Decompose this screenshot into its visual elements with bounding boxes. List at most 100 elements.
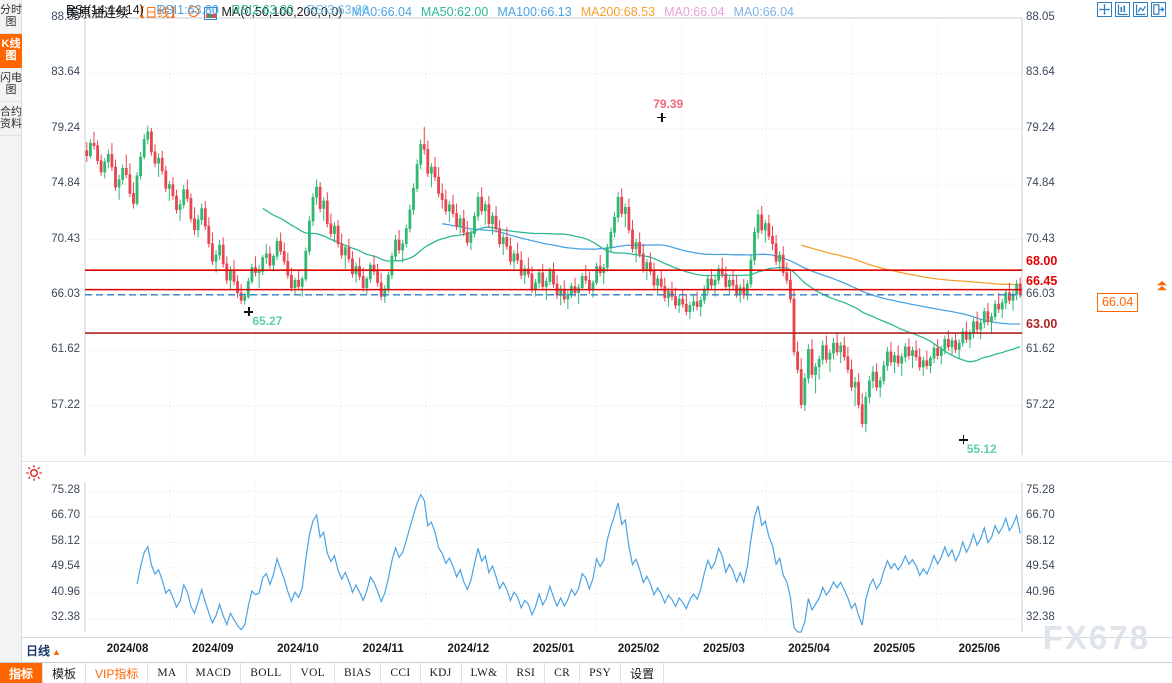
sidebar-item-lightning[interactable]: 闪电图 bbox=[0, 68, 22, 102]
toolbar-item-macd[interactable]: MACD bbox=[187, 663, 242, 683]
toolbar-item-rsi[interactable]: RSI bbox=[507, 663, 546, 683]
crosshair-move-icon[interactable] bbox=[1097, 2, 1112, 17]
toolbar-item-vip[interactable]: VIP指标 bbox=[86, 663, 149, 683]
rsi-axis-tick-right: 32.38 bbox=[1026, 610, 1055, 623]
rsi-axis-tick-right: 66.70 bbox=[1026, 509, 1055, 522]
toolbar-item-bias[interactable]: BIAS bbox=[335, 663, 382, 683]
price-arrow-icon bbox=[1157, 280, 1167, 290]
toolbar-item-kdj[interactable]: KDJ bbox=[421, 663, 462, 683]
toolbar-item-vol[interactable]: VOL bbox=[291, 663, 336, 683]
sidebar-item-label: K线图 bbox=[1, 38, 21, 62]
sidebar-item-label: 分时图 bbox=[0, 4, 22, 28]
x-axis-tick: 2025/05 bbox=[873, 643, 915, 655]
toolbar-item-cr[interactable]: CR bbox=[545, 663, 581, 683]
toolbar-spacer bbox=[664, 663, 1172, 683]
price-axis-tick-right: 83.64 bbox=[1026, 66, 1055, 79]
rsi1-value: RSI1:63.80 bbox=[156, 3, 219, 17]
price-line-label: 63.00 bbox=[1026, 317, 1058, 332]
x-axis-tick: 2024/11 bbox=[362, 643, 404, 655]
sidebar-item-label: 闪电图 bbox=[0, 72, 22, 96]
rsi-axis-tick-left: 32.38 bbox=[51, 610, 80, 623]
sidebar-item-contract-info[interactable]: 合约资料 bbox=[0, 102, 22, 136]
toolbar-item-lw[interactable]: LW& bbox=[462, 663, 508, 683]
price-axis-tick-left: 83.64 bbox=[51, 66, 80, 79]
period-label: 【日线】 bbox=[132, 6, 183, 20]
rsi-axis-tick-left: 75.28 bbox=[51, 483, 80, 496]
x-axis-tick: 2025/02 bbox=[617, 643, 660, 655]
toolbar-item-boll[interactable]: BOLL bbox=[241, 663, 292, 683]
price-axis-tick-left: 66.03 bbox=[51, 287, 80, 300]
rsi-axis-tick-left: 49.54 bbox=[51, 560, 80, 573]
chart-export-icon[interactable] bbox=[1151, 2, 1166, 17]
rsi-chart-canvas bbox=[84, 482, 1023, 633]
toolbar-item-cn14[interactable]: 设置 bbox=[621, 663, 665, 683]
chart-fit-icon[interactable] bbox=[1133, 2, 1148, 17]
price-axis-tick-right: 57.22 bbox=[1026, 398, 1055, 411]
annotation-label: 55.12 bbox=[966, 442, 997, 457]
x-axis-tick: 2025/06 bbox=[958, 643, 1001, 655]
x-axis-tick: 2025/03 bbox=[703, 643, 745, 655]
toolbar-item-cci[interactable]: CCI bbox=[381, 663, 421, 683]
x-axis-tick: 2024/10 bbox=[277, 643, 319, 655]
price-chart-panel[interactable] bbox=[22, 0, 1172, 460]
annotation-marker bbox=[244, 307, 254, 317]
toolbar-item-cn0[interactable]: 指标 bbox=[0, 663, 44, 683]
annotation-marker bbox=[657, 112, 667, 122]
ma0-value: MA0:66.04 bbox=[351, 4, 412, 19]
indicator-toolbar: 指标 模板 VIP指标 MA MACD BOLL VOL BIAS CCI KDJ LW& RSI CR… bbox=[0, 662, 1172, 683]
rsi-formula: RSI(14,14,14) bbox=[66, 3, 144, 17]
price-line-label: 68.00 bbox=[1026, 254, 1058, 269]
rsi-axis-tick-right: 40.96 bbox=[1026, 585, 1055, 598]
price-axis-tick-right: 66.03 bbox=[1026, 287, 1055, 300]
chart-scale-icon[interactable] bbox=[1115, 2, 1130, 17]
indicator-icon[interactable] bbox=[203, 7, 217, 20]
price-axis-tick-left: 74.84 bbox=[51, 177, 80, 190]
x-axis-tick: 2025/04 bbox=[788, 643, 830, 655]
rsi2-value: RSI2:63.80 bbox=[231, 3, 294, 17]
chart-toolbar bbox=[1097, 2, 1166, 17]
price-axis-tick-left: 88.05 bbox=[51, 11, 80, 23]
rsi-axis-tick-left: 66.70 bbox=[51, 509, 80, 522]
period-selector[interactable]: 日线 ▲ bbox=[26, 644, 61, 658]
x-axis-tick: 2024/09 bbox=[191, 643, 234, 655]
rsi-axis-tick-left: 58.12 bbox=[51, 534, 80, 547]
price-axis-tick-left: 61.62 bbox=[51, 343, 80, 356]
minus-circle-icon[interactable] bbox=[187, 6, 199, 17]
price-axis-tick-right: 74.84 bbox=[1026, 177, 1055, 190]
price-axis-tick-right: 61.62 bbox=[1026, 343, 1055, 356]
x-axis-tick: 2024/08 bbox=[106, 643, 149, 655]
ma100-value: MA100:66.13 bbox=[497, 4, 572, 19]
price-axis-tick-left: 70.43 bbox=[51, 232, 80, 245]
price-axis-tick-left: 57.22 bbox=[51, 398, 80, 411]
ma200-value: MA200:68.53 bbox=[580, 4, 656, 19]
rsi3-value: RSI3:63.80 bbox=[306, 3, 369, 17]
price-line-label: 66.45 bbox=[1026, 273, 1058, 288]
symbol-name: 美原油连续 bbox=[66, 6, 129, 20]
rsi-axis-tick-left: 40.96 bbox=[51, 585, 80, 598]
ma50-value: MA50:62.00 bbox=[420, 4, 489, 19]
ma-extra1-value: MA0:66.04 bbox=[664, 4, 725, 19]
price-chart-canvas bbox=[84, 17, 1023, 455]
rsi-legend: RSI(14,14,14) RSI1:63.80 RSI2:63.80 RSI3… bbox=[66, 3, 369, 17]
price-axis-tick-right: 88.05 bbox=[1026, 11, 1055, 23]
x-axis: 日线 ▲ bbox=[22, 637, 1172, 661]
x-axis-tick: 2025/01 bbox=[532, 643, 575, 655]
rsi-axis-tick-right: 75.28 bbox=[1026, 483, 1055, 496]
price-axis-tick-right: 70.43 bbox=[1026, 232, 1055, 245]
chart-legend: 美原油连续 【日线】 MA(0,50,100,200,0,0) MA0:66.0… bbox=[66, 2, 794, 21]
current-price-badge[interactable]: 66.04 bbox=[1097, 292, 1139, 312]
annotation-label: 65.27 bbox=[252, 314, 283, 329]
toolbar-item-ma[interactable]: MA bbox=[148, 663, 187, 683]
settings-sun-icon[interactable] bbox=[25, 464, 43, 482]
rsi-chart-panel[interactable] bbox=[22, 461, 1172, 637]
watermark: FX678 bbox=[1042, 619, 1150, 656]
toolbar-item-psy[interactable]: PSY bbox=[580, 663, 622, 683]
sidebar-item-kline[interactable]: K线图 bbox=[0, 34, 22, 68]
toolbar-item-cn1[interactable]: 模板 bbox=[43, 663, 87, 683]
sidebar-item-time-share[interactable]: 分时图 bbox=[0, 0, 22, 34]
price-axis-tick-right: 79.24 bbox=[1026, 121, 1055, 134]
annotation-label: 79.39 bbox=[653, 96, 684, 111]
rsi-axis-tick-right: 58.12 bbox=[1026, 534, 1055, 547]
sidebar-item-label: 合约资料 bbox=[0, 106, 22, 130]
ma-extra2-value: MA0:66.04 bbox=[733, 4, 794, 19]
